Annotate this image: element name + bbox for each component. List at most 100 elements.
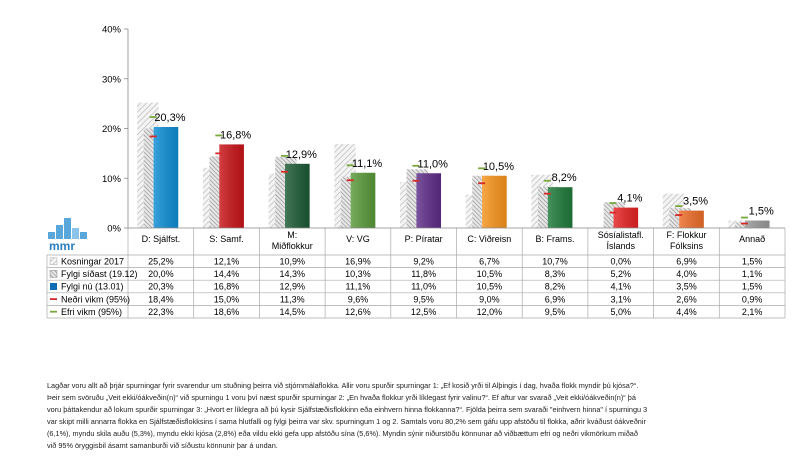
legend-key (50, 283, 57, 290)
data-label: 20,3% (154, 112, 185, 124)
logo-text: mmr (49, 239, 75, 252)
y-tick-label: 30% (102, 74, 122, 85)
bar-shade (679, 210, 704, 228)
table-cell: 9,6% (348, 294, 369, 304)
data-label: 1,5% (749, 206, 774, 218)
legend-key (49, 270, 58, 278)
x-category-label: Miðflokkur (272, 241, 313, 251)
y-tick-label: 0% (107, 224, 121, 235)
table-cell: 14,3% (279, 269, 305, 279)
x-category-label: D: Sjálfst. (142, 234, 181, 244)
table-cell: 2,6% (676, 294, 697, 304)
data-label: 12,9% (286, 149, 317, 161)
table-cell: 10,5% (477, 269, 503, 279)
bar-shade (219, 144, 244, 228)
x-category-label: C: Viðreisn (467, 234, 511, 244)
bar-shade (482, 175, 507, 228)
table-cell: 10,9% (279, 257, 305, 267)
legend-label: Efri vikm (95%) (61, 307, 122, 317)
table-cell: 8,2% (545, 282, 566, 292)
bar-shade (285, 163, 310, 228)
table-cell: 12,6% (345, 307, 371, 317)
table-cell: 11,1% (346, 282, 371, 292)
table-cell: 3,1% (610, 294, 631, 304)
x-category-label: Íslands (606, 241, 635, 251)
bar-shade (416, 173, 442, 228)
table-cell: 12,9% (279, 282, 305, 292)
table-cell: 2,1% (742, 307, 763, 317)
caption-line: Lagðar voru allt að þrjár spurningar fyr… (47, 381, 639, 390)
table-cell: 9,5% (413, 294, 434, 304)
data-label: 10,5% (483, 161, 514, 173)
table-cell: 20,0% (148, 269, 174, 279)
x-category-label: S: Samf. (209, 234, 244, 244)
x-category-label: Annað (739, 234, 765, 244)
data-label: 11,0% (418, 158, 449, 170)
caption-line: voru þáttakendur að lokum spurðir spurni… (47, 405, 648, 415)
caption: Lagðar voru allt að þrjár spurningar fyr… (47, 380, 787, 453)
x-category-label: M: (287, 230, 297, 240)
table-cell: 6,9% (676, 257, 697, 267)
table-cell: 10,7% (542, 257, 568, 267)
table-cell: 4,0% (676, 269, 697, 279)
x-category-label: V: VG (346, 234, 370, 244)
table-cell: 0,0% (610, 257, 631, 267)
legend-label: Neðri vikm (95%) (61, 294, 130, 304)
table-cell: 0,9% (742, 294, 763, 304)
table-cell: 1,1% (742, 269, 763, 279)
y-tick-label: 40% (102, 25, 122, 36)
table-cell: 5,2% (610, 269, 631, 279)
table-cell: 4,4% (676, 307, 697, 317)
table-cell: 5,0% (610, 307, 631, 317)
table-cell: 12,0% (477, 307, 503, 317)
table-cell: 1,5% (742, 282, 763, 292)
caption-line: við 95% öryggisbil ásamt samanburði við … (47, 441, 278, 451)
bar-shade (744, 220, 770, 228)
table-cell: 4,1% (610, 282, 631, 292)
table-cell: 11,3% (280, 294, 305, 304)
legend-label: Fylgi nú (13.01) (61, 282, 124, 292)
table-cell: 18,4% (148, 294, 174, 304)
table-cell: 22,3% (148, 307, 174, 317)
y-axis: 0% 10% 20% 30% 40% (102, 25, 129, 235)
legend-label: Kosningar 2017 (61, 257, 124, 267)
table-cell: 25,2% (148, 257, 174, 267)
table-cell: 12,5% (411, 307, 437, 317)
table-cell: 14,5% (279, 307, 305, 317)
x-category-label: B: Frams. (536, 234, 575, 244)
table-cell: 15,0% (214, 294, 240, 304)
data-label: 16,8% (220, 129, 251, 141)
y-tick-label: 20% (102, 124, 122, 135)
caption-line: (6,1%), myndu skila auðu (5,3%), myndu e… (47, 429, 638, 439)
data-label: 8,2% (552, 172, 577, 184)
table-cell: 11,0% (411, 282, 436, 292)
table-cell: 9,0% (479, 294, 500, 304)
bar-shade (547, 187, 573, 228)
table-cell: 11,8% (411, 269, 436, 279)
table-cell: 10,5% (477, 282, 503, 292)
table-cell: 9,2% (413, 257, 434, 267)
table-cell: 16,8% (214, 282, 240, 292)
table-cell: 20,3% (148, 282, 174, 292)
table-cell: 9,5% (545, 307, 566, 317)
data-label: 4,1% (617, 193, 642, 205)
x-category-label: P: Píratar (405, 234, 443, 244)
table-cell: 8,3% (545, 269, 566, 279)
table-cell: 12,1% (214, 257, 240, 267)
legend-key (49, 257, 58, 266)
data-label: 3,5% (683, 196, 708, 208)
table-cell: 16,9% (345, 257, 371, 267)
mmr-logo: mmr (48, 218, 87, 252)
x-category-label: F: Flokkur (666, 230, 706, 240)
table-cell: 1,5% (742, 257, 763, 267)
caption-line: var skipt milli annarra flokka en Sjálfs… (47, 417, 646, 427)
table-cell: 14,4% (214, 269, 240, 279)
table-cell: 3,5% (676, 282, 697, 292)
plot-area: 20,3% 16,8% 12,9% 11,1% 11,0% 10,5% 8,2% 4,1% 3,… (137, 102, 774, 228)
table-cell: 10,3% (345, 269, 371, 279)
bar-shade (153, 127, 179, 228)
x-category-label: Fólksins (670, 241, 704, 251)
legend-label: Fylgi síðast (19.12) (61, 269, 138, 279)
chart: 0% 10% 20% 30% 40% 20,3% 16,8% 12,9% 11,1% 11,0%… (46, 25, 786, 319)
x-category-label: Sósíalistafl. (598, 230, 644, 240)
